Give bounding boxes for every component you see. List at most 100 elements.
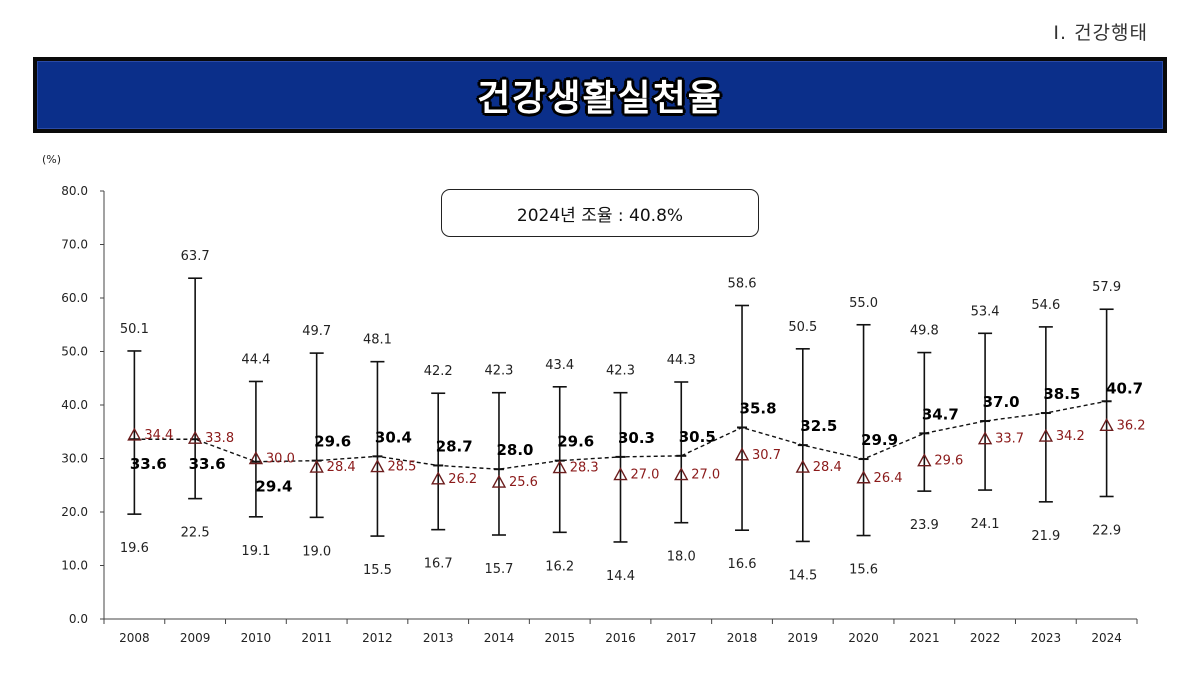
range-max-label: 54.6 [1031, 298, 1060, 313]
crude-series-marker [613, 467, 628, 481]
range-max-label: 48.1 [363, 333, 392, 348]
adjusted-value-label: 38.5 [1043, 385, 1080, 403]
range-max-label: 50.1 [120, 322, 149, 337]
range-min-label: 19.0 [302, 544, 331, 559]
crude-series-marker [977, 431, 993, 445]
range-min-label: 14.4 [606, 569, 635, 584]
y-tick-label: 50.0 [61, 345, 88, 359]
adjusted-value-label: 28.7 [436, 437, 473, 455]
crude-value-label: 26.4 [874, 471, 903, 486]
y-tick-label: 10.0 [61, 559, 88, 573]
crude-series-marker [187, 430, 203, 444]
x-tick-label: 2009 [180, 631, 211, 645]
adjusted-value-label: 29.6 [314, 433, 351, 451]
x-tick-label: 2022 [970, 631, 1001, 645]
range-min-label: 21.9 [1031, 529, 1060, 544]
title-banner: 건강생활실천율 [33, 57, 1167, 133]
crude-value-label: 26.2 [448, 472, 477, 487]
range-min-label: 22.5 [181, 526, 210, 541]
crude-series-marker [309, 459, 324, 473]
range-max-label: 50.5 [788, 320, 817, 335]
range-min-label: 23.9 [910, 518, 939, 533]
x-tick-label: 2021 [909, 631, 940, 645]
y-axis-unit: (%) [42, 153, 61, 166]
range-max-label: 53.4 [971, 304, 1000, 319]
callout-box: 2024년 조율 : 40.8% [441, 189, 759, 237]
range-max-label: 42.3 [484, 364, 513, 379]
range-min-label: 16.6 [728, 557, 757, 572]
range-max-label: 55.0 [849, 296, 878, 311]
adjusted-value-label: 33.6 [130, 455, 167, 473]
title-banner-inner: 건강생활실천율 [37, 61, 1163, 129]
range-max-label: 44.4 [241, 352, 270, 367]
crude-value-label: 30.0 [266, 452, 295, 467]
range-max-label: 63.7 [181, 249, 210, 264]
section-label: Ⅰ. 건강행태 [1053, 22, 1148, 44]
y-tick-label: 0.0 [69, 612, 88, 626]
adjusted-value-label: 37.0 [983, 393, 1020, 411]
x-tick-label: 2010 [241, 631, 272, 645]
crude-value-label: 25.6 [509, 475, 538, 490]
page-title: 건강생활실천율 [477, 78, 723, 119]
x-tick-label: 2011 [301, 631, 332, 645]
crude-series-marker [431, 471, 446, 485]
crude-value-label: 27.0 [631, 468, 660, 483]
range-min-label: 18.0 [667, 550, 696, 565]
crude-value-label: 28.4 [813, 460, 842, 475]
range-max-label: 44.3 [667, 353, 696, 368]
range-min-label: 24.1 [971, 517, 1000, 532]
range-min-label: 19.6 [120, 541, 149, 556]
crude-series-marker [674, 467, 689, 481]
crude-series-marker [248, 451, 264, 465]
crude-value-label: 28.4 [327, 460, 356, 475]
crude-series-marker [370, 459, 385, 473]
y-tick-label: 20.0 [61, 505, 88, 519]
range-min-label: 16.7 [424, 557, 453, 572]
x-tick-label: 2020 [848, 631, 879, 645]
x-tick-label: 2015 [544, 631, 575, 645]
adjusted-value-label: 34.7 [922, 405, 959, 423]
crude-value-label: 29.6 [934, 454, 963, 469]
crude-value-label: 28.5 [387, 460, 416, 475]
crude-series-marker [856, 470, 871, 484]
adjusted-value-label: 30.3 [618, 429, 655, 447]
adjusted-value-label: 30.5 [679, 428, 716, 446]
x-tick-label: 2018 [727, 631, 758, 645]
range-min-label: 14.5 [788, 568, 817, 583]
crude-series-marker [1099, 417, 1114, 432]
crude-value-label: 34.4 [144, 428, 173, 443]
crude-value-label: 27.0 [691, 468, 720, 483]
crude-value-label: 33.7 [995, 432, 1024, 447]
y-tick-label: 30.0 [61, 452, 88, 466]
crude-value-label: 28.3 [570, 461, 599, 476]
adjusted-value-label: 28.0 [496, 441, 533, 459]
range-max-label: 42.3 [606, 364, 635, 379]
crude-series-marker [127, 427, 142, 441]
crude-series-marker [552, 460, 567, 474]
adjusted-value-label: 40.7 [1106, 379, 1143, 397]
range-min-label: 22.9 [1092, 523, 1121, 538]
x-tick-label: 2014 [484, 631, 515, 645]
x-tick-label: 2012 [362, 631, 393, 645]
crude-series-marker [1038, 428, 1054, 442]
range-max-label: 58.6 [728, 276, 757, 291]
adjusted-value-label: 29.9 [861, 431, 898, 449]
y-tick-label: 70.0 [61, 238, 88, 252]
range-min-label: 15.7 [484, 562, 513, 577]
crude-series-marker [795, 459, 810, 473]
crude-value-label: 34.2 [1056, 429, 1085, 444]
y-tick-label: 60.0 [61, 291, 88, 305]
adjusted-value-label: 29.6 [557, 433, 594, 451]
adjusted-value-label: 33.6 [189, 455, 226, 473]
x-tick-label: 2024 [1091, 631, 1122, 645]
range-min-label: 19.1 [241, 544, 270, 559]
adjusted-value-label: 30.4 [375, 428, 412, 446]
range-min-label: 15.5 [363, 563, 392, 578]
adjusted-value-label: 35.8 [740, 399, 777, 417]
x-tick-label: 2008 [119, 631, 150, 645]
x-tick-label: 2023 [1031, 631, 1062, 645]
crude-series-marker [917, 453, 932, 467]
range-min-label: 16.2 [545, 559, 574, 574]
range-max-label: 42.2 [424, 364, 453, 379]
